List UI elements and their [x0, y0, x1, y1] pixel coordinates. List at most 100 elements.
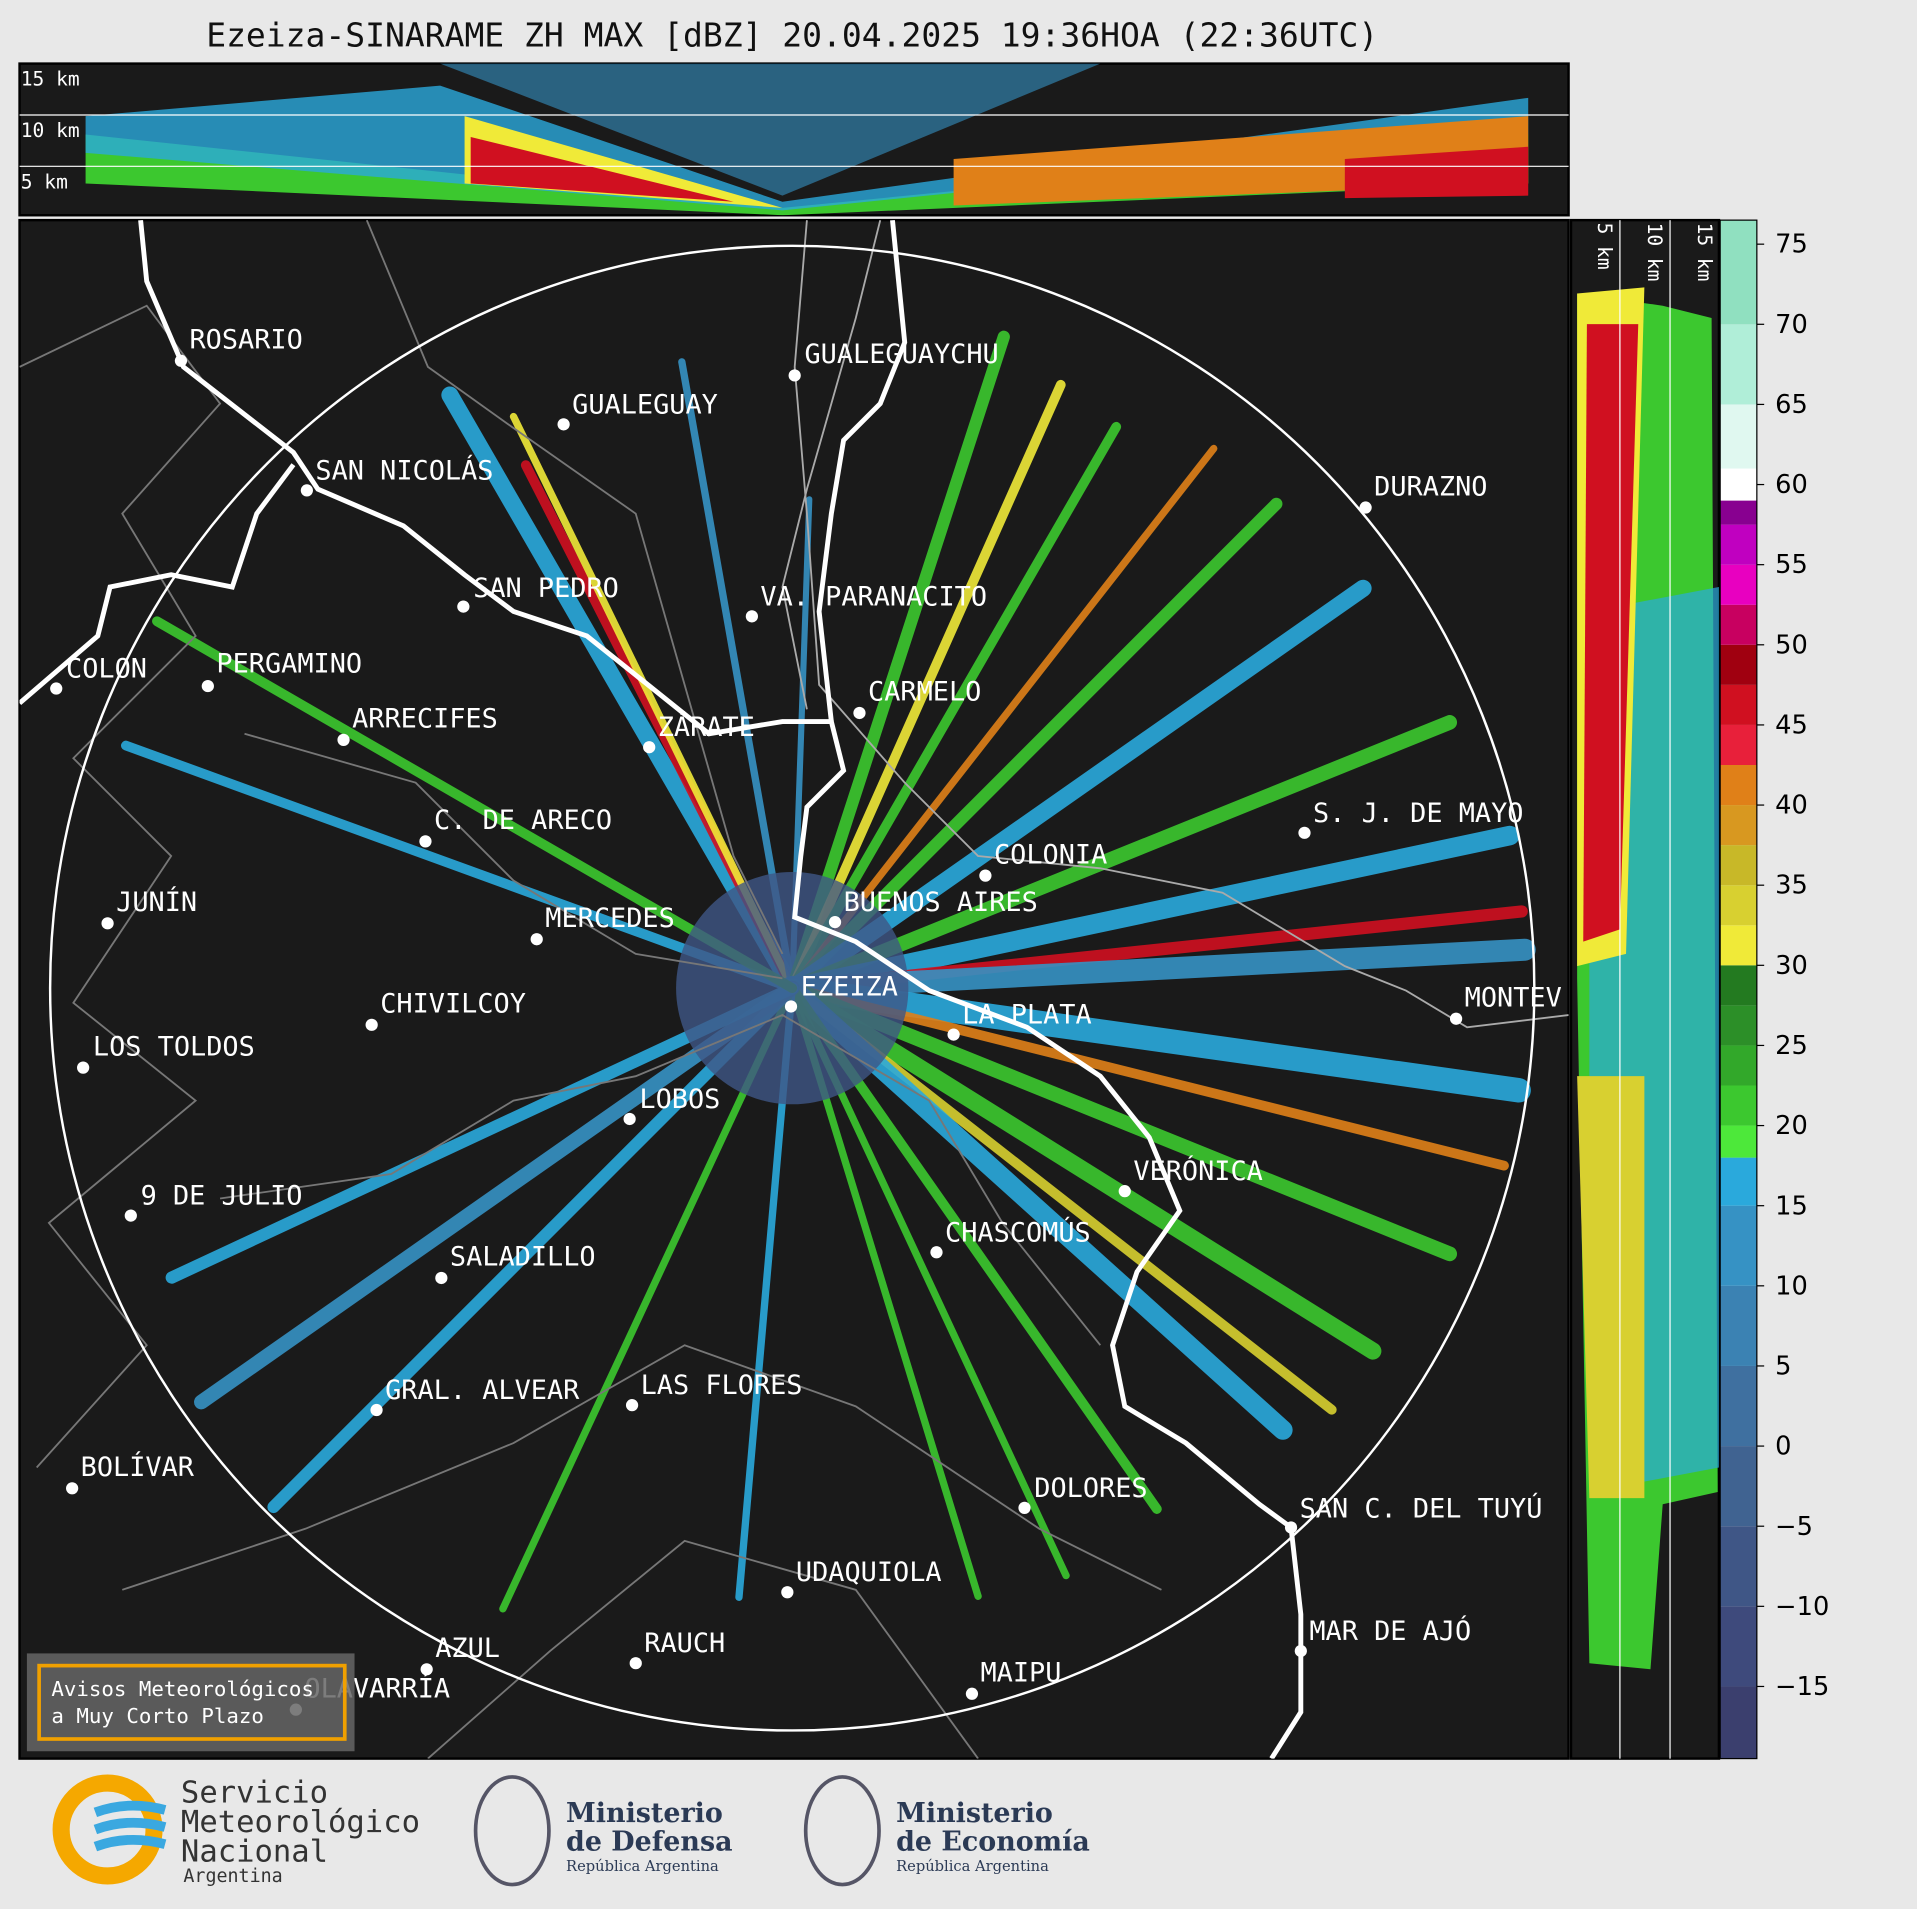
notice-frame [37, 1663, 347, 1741]
notice-line: Avisos Meteorológicos [51, 1677, 314, 1701]
height-label: 5 km [21, 170, 68, 193]
city-dot [1018, 1501, 1031, 1514]
logo-text: Servicio [181, 1776, 328, 1811]
colorbar-tick-label: −15 [1775, 1672, 1829, 1702]
notice[interactable]: Avisos Meteorológicos a Muy Corto Plazo [26, 1653, 355, 1752]
colorbar-band [1720, 404, 1757, 469]
colorbar-band [1720, 805, 1757, 846]
city-label: CHASCOMÚS [945, 1216, 1091, 1248]
colorbar-tick-label: 50 [1775, 630, 1808, 660]
colorbar-band [1720, 1686, 1757, 1759]
city-label: GRAL. ALVEAR [385, 1375, 580, 1406]
echo-ray [787, 983, 1509, 1171]
city-label: VERÓNICA [1133, 1155, 1263, 1187]
height-label: 10 km [21, 119, 80, 142]
city-label: LOS TOLDOS [93, 1031, 255, 1062]
city-label: LOBOS [639, 1084, 720, 1115]
colorbar-band [1720, 1157, 1757, 1206]
colorbar-tick-label: 30 [1775, 951, 1808, 981]
city-dot [50, 682, 63, 695]
city-dot [623, 1112, 636, 1126]
logo-text: República Argentina [566, 1858, 719, 1875]
city-dot [965, 1687, 979, 1700]
city-label: VA. PARANACITO [760, 581, 987, 612]
city-label: C. DE ARECO [434, 805, 612, 836]
colorbar-band [1720, 764, 1757, 806]
city-label: COLONIA [994, 839, 1107, 870]
colorbar-bands [1720, 220, 1757, 1759]
colorbar-frame [1719, 219, 1758, 1760]
colorbar-band [1720, 1446, 1757, 1527]
city-label: DURAZNO [1374, 471, 1487, 502]
city-label: ZÁRATE [658, 711, 755, 743]
city-dot [1449, 1012, 1463, 1025]
colorbar-band [1720, 684, 1757, 725]
city-label: MAR DE AJÓ [1309, 1615, 1471, 1647]
colorbar-band [1720, 500, 1757, 525]
map: ROSARIO GUALEGUAYCHU GUALEGUAY SAN NICOLÁS D… [19, 220, 1569, 1759]
city-dot [101, 917, 114, 930]
logo-text: Ministerio [566, 1798, 723, 1829]
echo-ray [780, 975, 1531, 1103]
logo-text: Meteorológico [181, 1805, 420, 1840]
echo-ray [784, 980, 1458, 1262]
colorbar-tick-label: −10 [1775, 1592, 1829, 1622]
city-label: COLON [66, 654, 147, 685]
colorbar-band [1720, 220, 1757, 325]
city-label: EZEIZA [801, 971, 898, 1002]
colorbar-band [1720, 1085, 1757, 1126]
colorbar-band [1720, 885, 1757, 926]
city-dot [66, 1482, 79, 1495]
city-dot [629, 1657, 642, 1670]
city-label: DOLORES [1034, 1473, 1147, 1504]
city-dot [1284, 1521, 1298, 1534]
colorbar-band [1720, 1005, 1757, 1046]
city-dot [625, 1399, 639, 1412]
echo [1344, 146, 1529, 199]
city-dot [77, 1061, 90, 1074]
city-dot [784, 1000, 798, 1013]
coast-and-rivers [19, 220, 1304, 1759]
city-label: S. J. DE MAYO [1313, 798, 1523, 829]
colorbar-band [1720, 1125, 1757, 1158]
city-label: ROSARIO [189, 325, 302, 356]
city-dot [337, 733, 350, 746]
colorbar-band [1720, 1045, 1757, 1086]
echo-ray [121, 740, 798, 994]
height-label: 10 km [1643, 223, 1666, 282]
colorbar-tick-label: 10 [1775, 1271, 1808, 1301]
height-label: 15 km [21, 68, 80, 91]
echo-ray [194, 980, 800, 1410]
city-dot [1294, 1644, 1307, 1658]
colorbar-tick-label: 5 [1775, 1352, 1791, 1382]
city-label: SAN C. DEL TUYÚ [1300, 1493, 1543, 1525]
colorbar-tick-label: −5 [1775, 1512, 1813, 1542]
colorbar-tick-label: 60 [1775, 470, 1808, 500]
colorbar-band [1720, 524, 1757, 565]
city-label: MONTEV [1465, 982, 1562, 1013]
city-dot [557, 418, 570, 431]
colorbar-tick-label: 45 [1775, 710, 1808, 740]
borders [19, 220, 1569, 1759]
colorbar-tick-label: 40 [1775, 791, 1808, 821]
logo-text: de Economía [896, 1826, 1090, 1857]
city-dot [365, 1018, 378, 1031]
colorbar-band [1720, 1606, 1757, 1687]
logo-emblem [473, 1775, 551, 1887]
clutter [676, 871, 909, 1105]
logo-text: Nacional [181, 1834, 328, 1869]
notice-backdrop [26, 1653, 355, 1752]
colorbar-band [1720, 1205, 1757, 1286]
cities: ROSARIO GUALEGUAYCHU GUALEGUAY SAN NICOLÁS D… [50, 325, 1562, 1716]
city-dot [930, 1246, 943, 1259]
city-dot [370, 1403, 383, 1417]
city-label: CARMELO [868, 677, 981, 708]
colorbar-tick-label: 70 [1775, 310, 1808, 340]
city-label: CHIVILCOY [380, 989, 526, 1020]
city-dot [788, 369, 801, 382]
city-label: BOLÍVAR [81, 1451, 195, 1483]
colorbar-tick-label: 25 [1775, 1031, 1808, 1061]
logo-emblem [803, 1775, 881, 1887]
